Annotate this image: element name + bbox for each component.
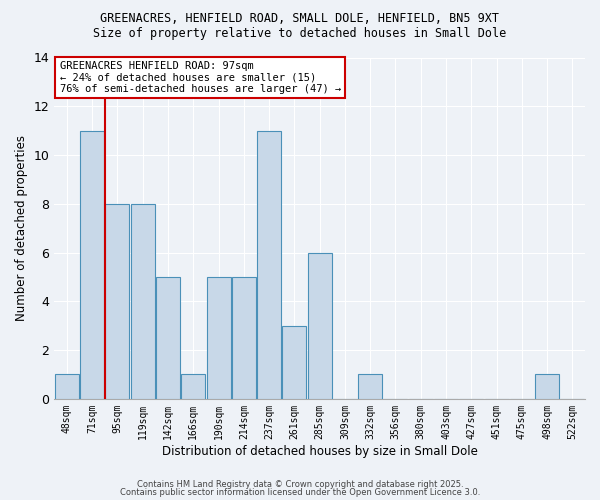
Bar	[535, 374, 559, 399]
Bar	[283, 326, 307, 399]
Bar	[80, 130, 104, 399]
Text: GREENACRES HENFIELD ROAD: 97sqm
← 24% of detached houses are smaller (15)
76% of: GREENACRES HENFIELD ROAD: 97sqm ← 24% of…	[59, 61, 341, 94]
Y-axis label: Number of detached properties: Number of detached properties	[15, 135, 28, 321]
Bar	[106, 204, 130, 399]
Bar	[358, 374, 382, 399]
X-axis label: Distribution of detached houses by size in Small Dole: Distribution of detached houses by size …	[162, 444, 478, 458]
Bar	[156, 277, 180, 399]
Bar	[308, 252, 332, 399]
Bar	[55, 374, 79, 399]
Text: Contains HM Land Registry data © Crown copyright and database right 2025.: Contains HM Land Registry data © Crown c…	[137, 480, 463, 489]
Bar	[181, 374, 205, 399]
Text: Size of property relative to detached houses in Small Dole: Size of property relative to detached ho…	[94, 26, 506, 40]
Text: Contains public sector information licensed under the Open Government Licence 3.: Contains public sector information licen…	[120, 488, 480, 497]
Bar	[206, 277, 230, 399]
Text: GREENACRES, HENFIELD ROAD, SMALL DOLE, HENFIELD, BN5 9XT: GREENACRES, HENFIELD ROAD, SMALL DOLE, H…	[101, 12, 499, 26]
Bar	[257, 130, 281, 399]
Bar	[232, 277, 256, 399]
Bar	[131, 204, 155, 399]
